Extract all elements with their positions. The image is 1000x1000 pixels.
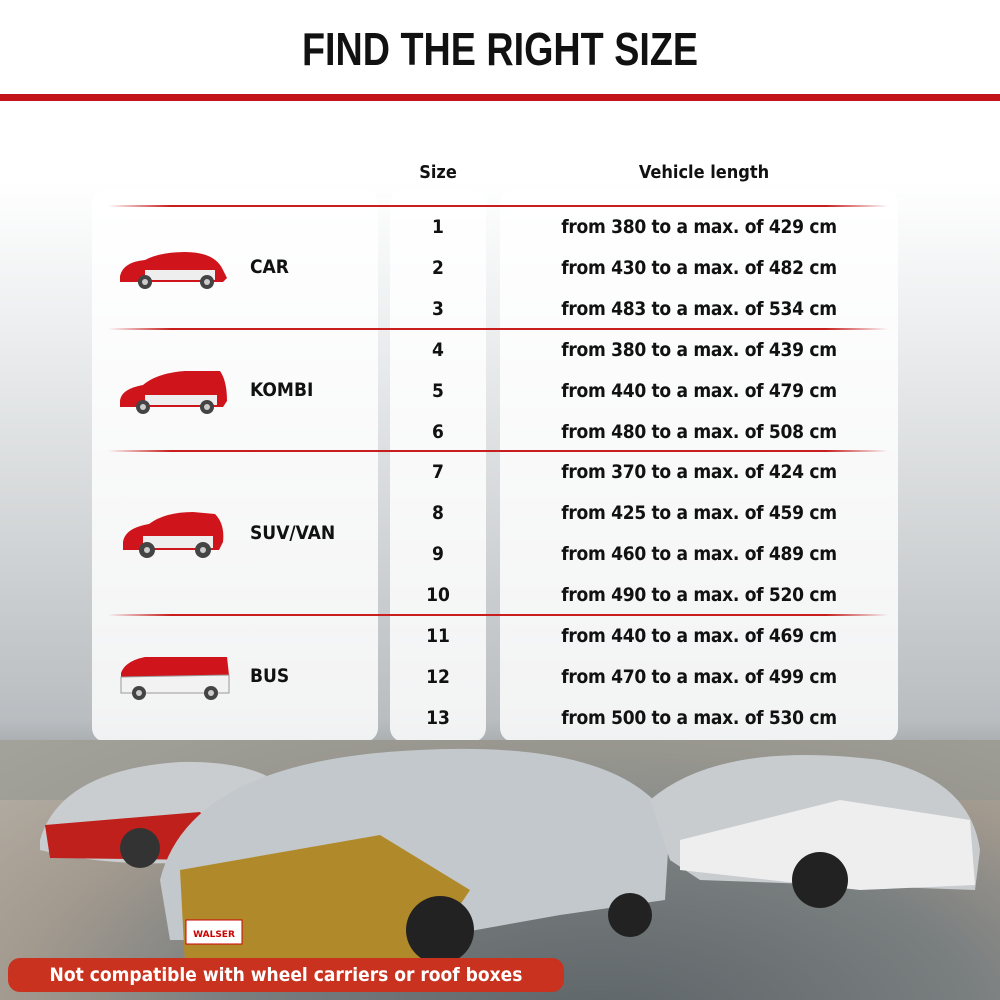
- suv-icon: [115, 510, 235, 560]
- size-cell: 3: [432, 297, 444, 320]
- size-cell: 8: [432, 502, 444, 525]
- size-cell: 2: [432, 256, 444, 279]
- size-cell: 12: [426, 665, 450, 688]
- row-divider: [108, 450, 888, 453]
- size-cell: 10: [426, 584, 450, 607]
- length-cell: from 425 to a max. of 459 cm: [561, 502, 837, 525]
- size-cell: 1: [432, 216, 444, 238]
- plate-text: WALSER: [193, 930, 235, 940]
- car-icon: [115, 244, 235, 294]
- row-divider: [108, 205, 888, 207]
- size-cell: 6: [432, 420, 444, 443]
- length-cell: from 470 to a max. of 499 cm: [561, 665, 837, 688]
- size-cell: 5: [432, 379, 444, 402]
- title-divider: [0, 94, 1000, 101]
- length-cell: from 500 to a max. of 530 cm: [561, 706, 837, 729]
- size-cell: 11: [426, 625, 450, 647]
- row-divider: [108, 614, 888, 616]
- length-panel: [500, 190, 898, 742]
- row-divider: [108, 327, 888, 330]
- length-cell: from 480 to a max. of 508 cm: [561, 420, 837, 443]
- size-cell: 7: [432, 461, 444, 484]
- length-cell: from 380 to a max. of 439 cm: [561, 338, 837, 361]
- category-label: SUV/VAN: [250, 522, 336, 545]
- size-cell: 9: [432, 543, 444, 566]
- length-header: Vehicle length: [638, 162, 770, 183]
- length-cell: from 483 to a max. of 534 cm: [561, 297, 837, 320]
- category-label: BUS: [250, 665, 290, 688]
- length-cell: from 460 to a max. of 489 cm: [561, 543, 837, 566]
- page-title: FIND THE RIGHT SIZE: [301, 23, 699, 75]
- size-panel: [390, 190, 486, 742]
- compatibility-notice: Not compatible with wheel carriers or ro…: [8, 958, 564, 992]
- bus-icon: [115, 653, 235, 703]
- length-cell: from 430 to a max. of 482 cm: [561, 256, 837, 279]
- length-cell: from 490 to a max. of 520 cm: [561, 584, 837, 607]
- category-label: KOMBI: [250, 379, 314, 402]
- length-cell: from 440 to a max. of 469 cm: [561, 625, 837, 647]
- size-header: Size: [419, 162, 457, 183]
- size-cell: 13: [426, 706, 450, 729]
- length-cell: from 370 to a max. of 424 cm: [561, 461, 837, 484]
- size-cell: 4: [432, 338, 444, 361]
- estate-car-icon: [115, 367, 235, 417]
- length-cell: from 380 to a max. of 429 cm: [561, 216, 837, 238]
- length-cell: from 440 to a max. of 479 cm: [561, 379, 837, 402]
- product-photo: WALSER: [0, 740, 1000, 1000]
- category-label: CAR: [250, 256, 289, 279]
